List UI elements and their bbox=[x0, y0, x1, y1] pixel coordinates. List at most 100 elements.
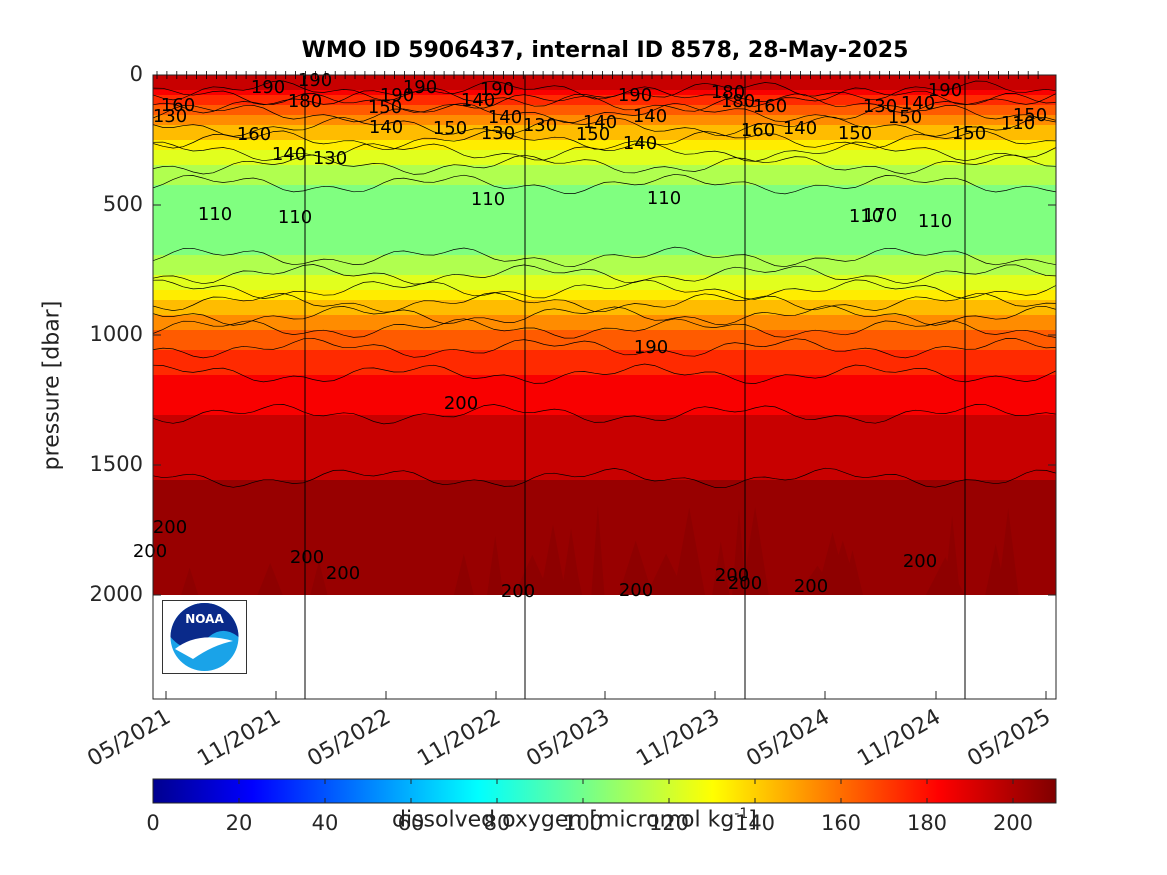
contour-label: 170 bbox=[863, 205, 897, 226]
colorbar-tick-label: 140 bbox=[735, 811, 775, 835]
contour-label: 150 bbox=[838, 123, 872, 144]
colorbar bbox=[152, 778, 1057, 804]
deep-patch bbox=[712, 541, 730, 595]
contour-label: 160 bbox=[753, 96, 787, 117]
heatmap-cell bbox=[153, 350, 1056, 356]
y-tick-label: 500 bbox=[103, 192, 143, 216]
deep-patch bbox=[997, 508, 1019, 595]
heatmap-cell bbox=[153, 535, 1056, 541]
heatmap-cell bbox=[153, 140, 1056, 146]
heatmap-cell bbox=[153, 215, 1056, 221]
heatmap-cell bbox=[153, 340, 1056, 346]
contour-label: 140 bbox=[369, 117, 403, 138]
contour-label: 180 bbox=[721, 91, 755, 112]
heatmap-cell bbox=[153, 285, 1056, 291]
contour-label: 180 bbox=[288, 91, 322, 112]
heatmap-cell bbox=[153, 205, 1056, 211]
heatmap-cell bbox=[153, 380, 1056, 386]
heatmap-cell bbox=[153, 445, 1056, 451]
heatmap-cell bbox=[153, 225, 1056, 231]
heatmap-cell bbox=[153, 540, 1056, 546]
contour-label: 190 bbox=[403, 77, 437, 98]
y-tick-label: 2000 bbox=[90, 582, 143, 606]
contour-line bbox=[153, 80, 1056, 101]
deep-patch bbox=[561, 528, 581, 595]
contour-line bbox=[153, 363, 1056, 384]
y-tick-label: 1500 bbox=[90, 452, 143, 476]
heatmap-cell bbox=[153, 395, 1056, 401]
heatmap-cell bbox=[153, 555, 1056, 561]
heatmap-cell bbox=[153, 135, 1056, 141]
contour-label: 160 bbox=[161, 95, 195, 116]
x-tick-label: 05/2025 bbox=[963, 705, 1055, 772]
heatmap-cell bbox=[153, 440, 1056, 446]
x-tick-label: 11/2024 bbox=[853, 705, 945, 772]
contour-label: 150 bbox=[952, 123, 986, 144]
heatmap-cell bbox=[153, 560, 1056, 566]
contour-label: 110 bbox=[849, 206, 883, 227]
x-tick-label: 11/2023 bbox=[632, 705, 724, 772]
heatmap-cell bbox=[153, 105, 1056, 111]
contour-label: 140 bbox=[783, 118, 817, 139]
heatmap-cell bbox=[153, 185, 1056, 191]
contour-label: 140 bbox=[633, 106, 667, 127]
heatmap-cell bbox=[153, 155, 1056, 161]
heatmap-cell bbox=[153, 270, 1056, 276]
heatmap-cell bbox=[153, 420, 1056, 426]
heatmap-cell bbox=[153, 335, 1056, 341]
heatmap-cell bbox=[153, 570, 1056, 576]
contour-label: 200 bbox=[326, 563, 360, 584]
heatmap-cell bbox=[153, 90, 1056, 96]
contour-label: 150 bbox=[576, 124, 610, 145]
contour-label: 110 bbox=[198, 204, 232, 225]
x-tick-label: 11/2021 bbox=[193, 705, 285, 772]
deep-patch bbox=[944, 515, 960, 595]
heatmap-cell bbox=[153, 385, 1056, 391]
deep-patch bbox=[841, 550, 863, 595]
heatmap-cell bbox=[153, 210, 1056, 216]
heatmap-cell bbox=[153, 250, 1056, 256]
heatmap-cell bbox=[153, 80, 1056, 86]
contour-line bbox=[153, 467, 1056, 489]
contour-label: 110 bbox=[1001, 113, 1035, 134]
heatmap-cell bbox=[153, 345, 1056, 351]
contour-label: 200 bbox=[133, 541, 167, 562]
colorbar-label: dissolved oxygen [micromol kg-1] bbox=[392, 806, 757, 832]
contour-label: 110 bbox=[471, 189, 505, 210]
heatmap-cell bbox=[153, 150, 1056, 156]
heatmap-cell bbox=[153, 590, 1056, 595]
heatmap-cell bbox=[153, 190, 1056, 196]
y-axis-label: pressure [dbar] bbox=[39, 300, 65, 471]
x-tick-label: 05/2024 bbox=[742, 705, 834, 772]
heatmap-cell bbox=[153, 75, 1056, 81]
deep-patch bbox=[540, 524, 566, 595]
heatmap-cell bbox=[153, 195, 1056, 201]
contour-line bbox=[153, 141, 1056, 162]
contour-label: 190 bbox=[618, 85, 652, 106]
heatmap-cell bbox=[153, 565, 1056, 571]
contour-line bbox=[153, 279, 1056, 300]
heatmap-cell bbox=[153, 370, 1056, 376]
contour-label: 190 bbox=[251, 77, 285, 98]
deep-patch bbox=[310, 561, 328, 595]
colorbar-tick-label: 180 bbox=[907, 811, 947, 835]
deep-patch bbox=[732, 508, 746, 595]
deep-patch bbox=[257, 562, 283, 595]
heatmap-cell bbox=[153, 130, 1056, 136]
deep-patch bbox=[453, 553, 474, 595]
colorbar-tick-label: 20 bbox=[226, 811, 253, 835]
contour-label: 130 bbox=[153, 106, 187, 127]
heatmap-cell bbox=[153, 455, 1056, 461]
heatmap-cell bbox=[153, 355, 1056, 361]
heatmap-cell bbox=[153, 515, 1056, 521]
heatmap-cell bbox=[153, 120, 1056, 126]
contour-line bbox=[153, 154, 1056, 175]
noaa-logo: NOAA bbox=[162, 600, 247, 674]
contour-label: 150 bbox=[888, 107, 922, 128]
heatmap-cell bbox=[153, 530, 1056, 536]
contour-label: 140 bbox=[488, 107, 522, 128]
heatmap-cell bbox=[153, 265, 1056, 271]
contour-label: 150 bbox=[433, 118, 467, 139]
heatmap-cell bbox=[153, 220, 1056, 226]
